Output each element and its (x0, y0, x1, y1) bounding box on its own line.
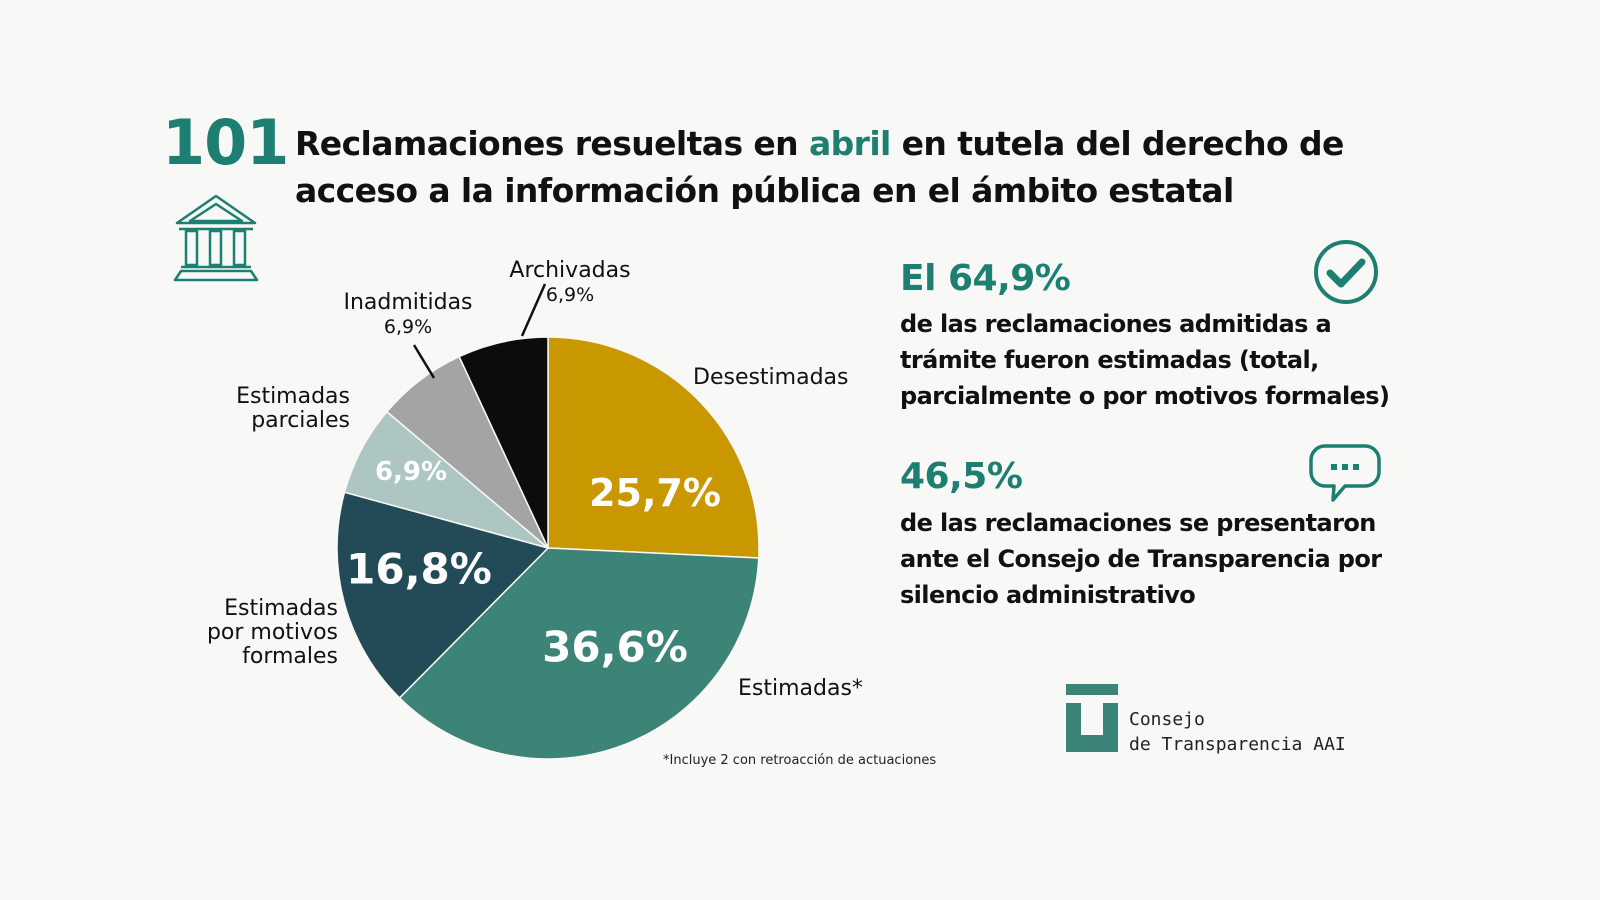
title-month: abril (808, 124, 891, 163)
pct-estimadas: 36,6% (542, 622, 688, 672)
consejo-logo-icon (1066, 684, 1118, 752)
slice-label-estimadas-parciales: Estimadas parciales (236, 384, 350, 433)
pct-estimadas-formales: 16,8% (346, 544, 492, 594)
pie-slice-archivadas (458, 336, 549, 549)
stat-1-text: de las reclamaciones admitidas a trámite… (900, 310, 1390, 410)
title-part-1: Reclamaciones resueltas en (295, 124, 809, 163)
slice-label-archivadas: Archivadas 6,9% (509, 258, 631, 307)
leader-line-inadmitidas (412, 344, 436, 379)
pct-desestimadas: 25,7% (589, 471, 721, 515)
check-circle-icon (1314, 240, 1378, 304)
reclamaciones-count: 101 (162, 106, 289, 179)
pie-slice-estimadas-por-motivos-formales (336, 491, 550, 699)
page-title: Reclamaciones resueltas en abril en tute… (295, 120, 1405, 214)
chart-footnote: *Incluye 2 con retroacción de actuacione… (663, 753, 937, 768)
slice-label-estimadas: Estimadas* (738, 676, 863, 701)
slice-label-desestimadas: Desestimadas (693, 365, 849, 390)
stat-1-value: El 64,9% (900, 258, 1071, 299)
chat-bubble-icon (1309, 444, 1381, 502)
slice-label-inadmitidas: Inadmitidas 6,9% (343, 290, 473, 339)
leader-line-archivadas (520, 283, 547, 337)
government-building-icon (173, 194, 259, 282)
pie-slice-estimadas (398, 547, 760, 760)
consejo-logo-text: Consejo de Transparencia AAI (1129, 709, 1346, 755)
slice-label-estimadas-formales: Estimadas por motivos formales (206, 596, 338, 669)
stat-2-text: de las reclamaciones se presentaron ante… (900, 509, 1382, 609)
title-part-2: en tutela del derecho de acceso a la inf… (295, 124, 1344, 210)
pie-slice-desestimadas (547, 336, 760, 559)
pct-estimadas-parciales: 6,9% (374, 457, 448, 487)
stat-2-value: 46,5% (900, 456, 1023, 497)
